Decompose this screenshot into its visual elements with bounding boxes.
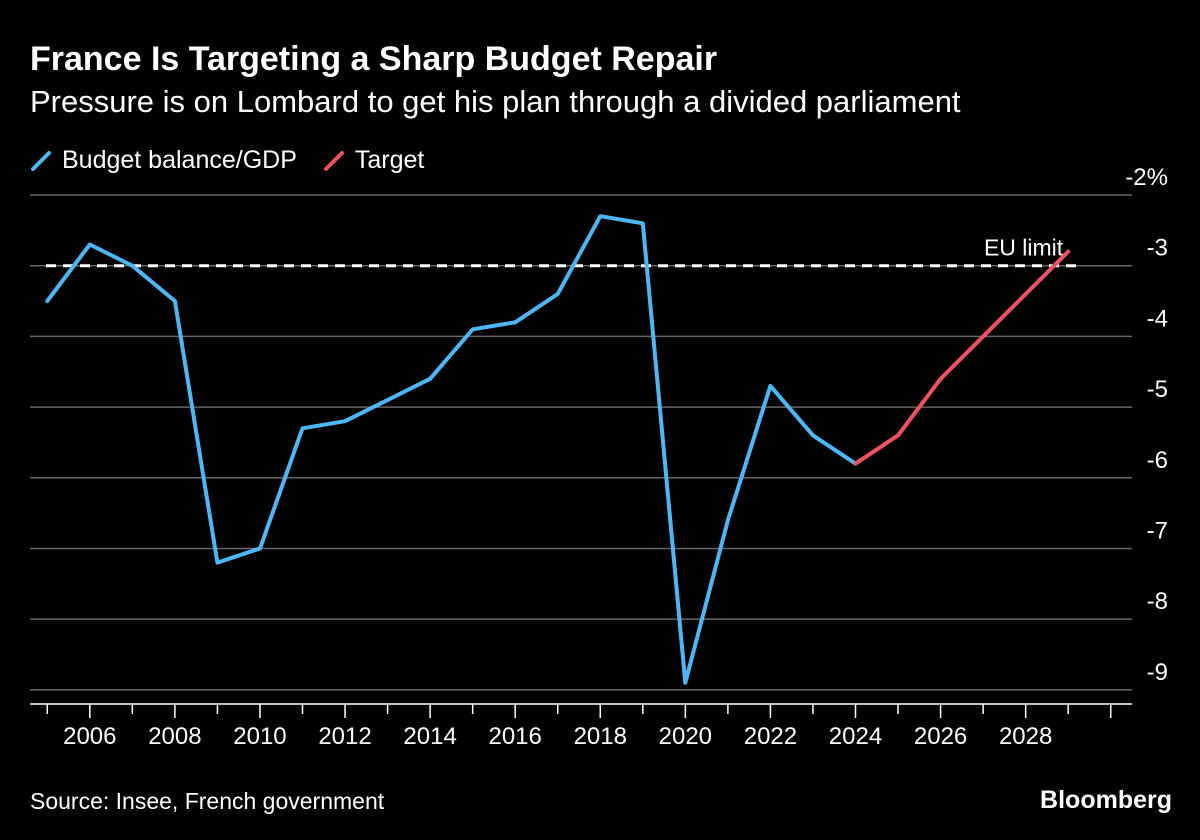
chart-subtitle: Pressure is on Lombard to get his plan t… — [30, 84, 961, 119]
x-tick-label: 2020 — [659, 723, 712, 750]
y-tick-label: -8 — [1147, 588, 1168, 615]
legend-swatch-target — [323, 150, 344, 171]
y-tick-label: -6 — [1147, 447, 1168, 474]
x-tick-label: 2026 — [914, 723, 967, 750]
x-tick-label: 2028 — [999, 723, 1052, 750]
x-tick-label: 2022 — [744, 723, 797, 750]
y-tick-label: -7 — [1147, 517, 1168, 544]
y-tick-label: -9 — [1147, 659, 1168, 686]
x-tick-label: 2016 — [488, 723, 541, 750]
y-tick-label: -5 — [1147, 376, 1168, 403]
x-tick-label: 2010 — [233, 723, 286, 750]
chart-title: France Is Targeting a Sharp Budget Repai… — [30, 40, 718, 78]
legend-item-target: Target — [323, 146, 424, 175]
source-note: Source: Insee, French government — [30, 788, 385, 814]
legend-swatch-budget-balance — [31, 150, 51, 171]
x-tick-label: 2014 — [403, 723, 456, 750]
x-tick-label: 2012 — [318, 723, 371, 750]
series-line-budget-balance — [45, 214, 858, 685]
eu-limit-label: EU limit — [984, 235, 1064, 261]
x-tick-label: 2024 — [829, 723, 882, 750]
x-tick-label: 2008 — [148, 723, 201, 750]
x-tick-label: 2006 — [63, 723, 116, 750]
y-tick-label: -4 — [1147, 305, 1168, 332]
x-tick-label: 2018 — [574, 723, 627, 750]
series-line-target — [853, 249, 1071, 466]
legend-label-budget-balance: Budget balance/GDP — [62, 146, 297, 174]
y-tick-label: -2% — [1125, 164, 1168, 191]
legend: Budget balance/GDP Target — [30, 146, 424, 175]
y-tick-label: -3 — [1147, 235, 1168, 262]
legend-label-target: Target — [354, 146, 425, 174]
legend-item-budget-balance: Budget balance/GDP — [30, 146, 297, 175]
brand-logo: Bloomberg — [1040, 786, 1172, 814]
